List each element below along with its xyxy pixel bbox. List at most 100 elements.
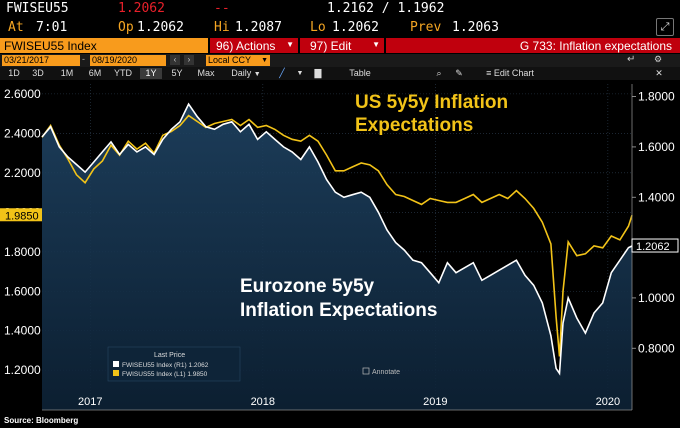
quote-header-row: FWISEU55 1.2062 -- 1.2162 / 1.1962: [0, 0, 680, 18]
right-tick-label-4: 1.0000: [638, 291, 675, 305]
period-5y-button[interactable]: 5Y: [171, 68, 183, 78]
left-tick-label-4: 1.8000: [4, 245, 41, 259]
us-series-line[interactable]: [41, 114, 633, 357]
bar-chart-icon[interactable]: ▇: [314, 68, 322, 78]
price-change: --: [214, 1, 230, 16]
line-chart-icon[interactable]: ╱: [279, 68, 285, 78]
magnifier-icon[interactable]: ⌕: [436, 68, 442, 78]
period-ytd-button[interactable]: YTD: [114, 68, 132, 78]
price-chart[interactable]: 2.60002.40002.20002.00001.80001.60001.40…: [0, 80, 680, 428]
prev-value: 1.2063: [452, 20, 499, 35]
currency-label: Local CCY: [208, 55, 252, 65]
security-field[interactable]: FWISEU55 Index: [0, 38, 208, 53]
frequency-select[interactable]: Daily ▼: [224, 68, 268, 79]
chart-legend: Last Price FWISEU55 Index (R1) 1.2062 FW…: [107, 346, 241, 382]
legend-title: Last Price: [154, 352, 185, 359]
last-price: 1.2062: [118, 1, 165, 16]
x-tick-label-1: 2018: [251, 396, 275, 408]
high-label: Hi: [214, 20, 230, 35]
actions-menu-button[interactable]: 96) Actions ▼: [210, 38, 298, 53]
frequency-label: Daily: [231, 68, 252, 78]
annotate-button[interactable]: Annotate: [372, 369, 400, 376]
quote-stats-row: At 7:01 Op 1.2062 Hi 1.2087 Lo 1.2062 Pr…: [0, 18, 680, 37]
us-current-marker: 1.9850: [0, 208, 42, 222]
chart-toolbar: 1D 3D 1M 6M YTD 1Y 5Y Max Daily ▼ ╱ ▼ ▇ …: [0, 67, 680, 80]
date-separator: -: [82, 54, 85, 64]
period-6m-button[interactable]: 6M: [88, 68, 102, 78]
edit-label: 97) Edit: [310, 39, 352, 53]
us-current-value-box: [0, 208, 42, 222]
right-tick-label-1: 1.6000: [638, 140, 675, 154]
x-tick-label-3: 2020: [596, 396, 620, 408]
chevron-down-icon: ▼: [261, 57, 268, 64]
expand-icon[interactable]: ⤢: [656, 18, 674, 36]
us-current-value: 1.9850: [5, 210, 39, 222]
date-range-bar: 03/21/2017 - 08/19/2020 ‹ › Local CCY ▼ …: [0, 54, 680, 67]
low-label: Lo: [310, 20, 326, 35]
open-label: Op: [118, 20, 134, 35]
page-title: G 733: Inflation expectations: [519, 39, 672, 53]
security-label: FWISEU55 Index: [4, 39, 97, 53]
prev-label: Prev: [410, 20, 442, 35]
period-max-button[interactable]: Max: [197, 68, 215, 78]
us-annotation-line-2: Expectations: [355, 115, 473, 136]
left-tick-label-1: 2.4000: [4, 126, 41, 140]
open-value: 1.2062: [137, 20, 184, 35]
left-tick-label-0: 2.6000: [4, 87, 41, 101]
source-label: Source: Bloomberg: [4, 416, 78, 425]
actions-label: 96) Actions: [216, 39, 276, 53]
left-tick-label-6: 1.4000: [4, 324, 41, 338]
left-tick-label-5: 1.6000: [4, 284, 41, 298]
legend-item-eurozone: FWISEU55 Index (R1) 1.2062: [122, 362, 209, 369]
edit-chart-button[interactable]: ≡ Edit Chart: [476, 68, 544, 79]
legend-item-us: FWISUS55 Index (L1) 1.9850: [122, 371, 208, 378]
bid-ask: 1.2162 / 1.1962: [327, 1, 445, 16]
eurozone-series-line[interactable]: [41, 102, 633, 376]
edit-chart-label: Edit Chart: [493, 68, 534, 78]
period-3d-button[interactable]: 3D: [32, 68, 44, 78]
eurozone-annotation-line-2: Inflation Expectations: [240, 300, 437, 321]
legend-swatch-us: [113, 370, 119, 376]
low-value: 1.2062: [332, 20, 379, 35]
at-label: At: [8, 20, 24, 35]
legend-swatch-eurozone: [113, 361, 119, 367]
currency-select[interactable]: Local CCY ▼: [206, 55, 270, 66]
table-button[interactable]: Table: [349, 68, 371, 78]
period-1y-button[interactable]: 1Y: [140, 68, 162, 79]
chevron-down-icon: ▼: [286, 40, 294, 49]
eurozone-current-value: 1.2062: [636, 241, 670, 253]
chevron-left-icon[interactable]: ‹: [170, 55, 180, 65]
x-tick-label-0: 2017: [78, 396, 102, 408]
left-tick-label-7: 1.2000: [4, 363, 41, 377]
period-1m-button[interactable]: 1M: [60, 68, 74, 78]
eurozone-area-fill: [42, 104, 632, 410]
right-tick-label-0: 1.8000: [638, 90, 675, 104]
settings-icon[interactable]: ⚙: [654, 54, 663, 64]
eurozone-current-marker: 1.2062: [631, 238, 679, 253]
legend-box: [107, 346, 241, 382]
chevron-down-icon[interactable]: ▼: [296, 70, 304, 77]
command-bar: FWISEU55 Index 96) Actions ▼ 97) Edit ▼ …: [0, 37, 680, 54]
left-tick-label-2: 2.2000: [4, 166, 41, 180]
eurozone-current-value-box: [631, 238, 679, 253]
chevron-right-icon[interactable]: ›: [184, 55, 194, 65]
us-annotation-line-1: US 5y5y Inflation: [355, 92, 508, 113]
start-date-field[interactable]: 03/21/2017: [2, 55, 80, 66]
draw-icon[interactable]: ✎: [455, 68, 463, 78]
edit-menu-button[interactable]: 97) Edit ▼: [300, 38, 384, 53]
chevron-down-icon: ▼: [253, 71, 261, 78]
period-1d-button[interactable]: 1D: [8, 68, 20, 78]
ticker-symbol: FWISEU55: [6, 1, 69, 16]
x-axis: 2017 2018 2019 2020: [42, 396, 632, 411]
x-tick-label-2: 2019: [423, 396, 447, 408]
close-icon[interactable]: ✕: [655, 68, 663, 78]
edit-chart-icon: ≡: [486, 68, 492, 78]
chevron-down-icon: ▼: [372, 40, 380, 49]
high-value: 1.2087: [235, 20, 282, 35]
eurozone-annotation-line-1: Eurozone 5y5y: [240, 276, 375, 297]
right-tick-label-2: 1.4000: [638, 190, 675, 204]
at-time: 7:01: [36, 20, 68, 35]
end-date-field[interactable]: 08/19/2020: [90, 55, 166, 66]
page-title-bar: G 733: Inflation expectations: [386, 38, 680, 53]
arrow-left-icon[interactable]: ↵: [627, 54, 636, 65]
